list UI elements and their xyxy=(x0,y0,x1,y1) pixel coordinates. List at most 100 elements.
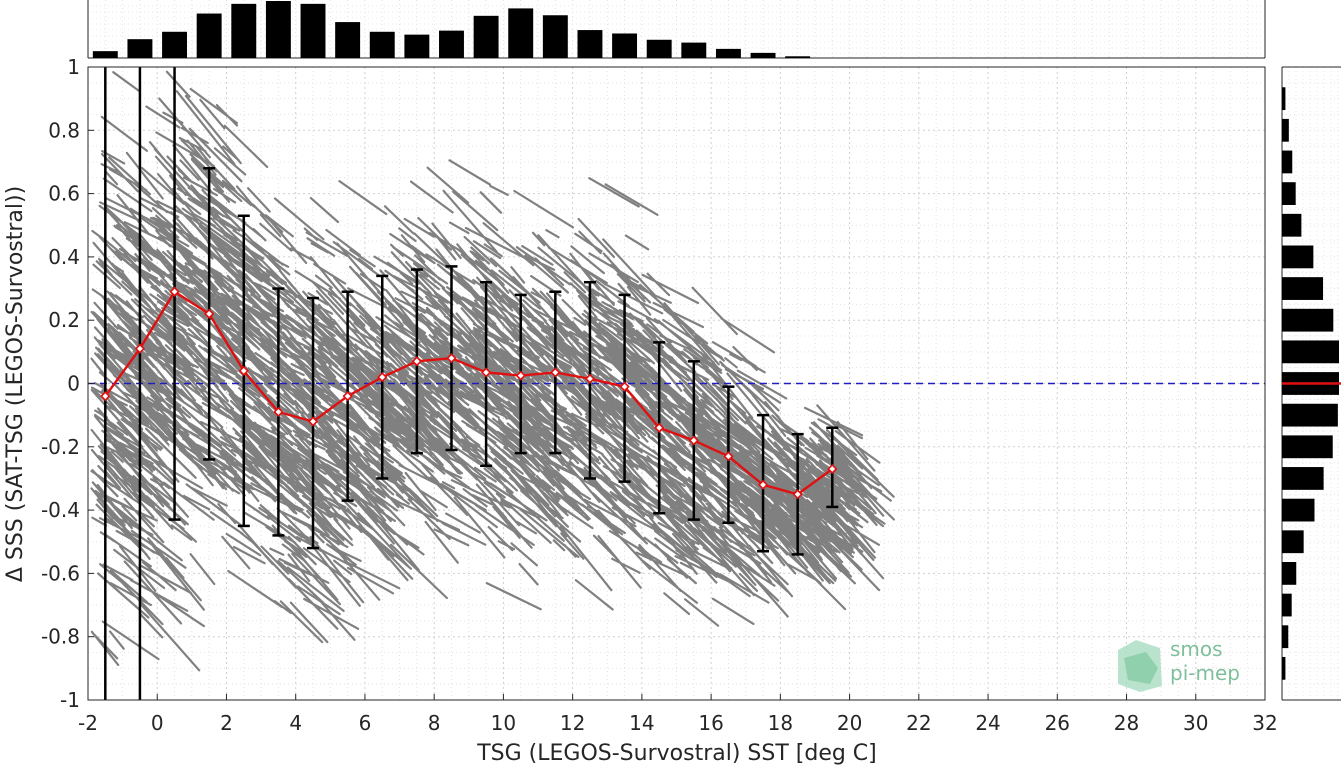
top-hist-bar xyxy=(127,39,153,58)
y-axis-ticks: 1 0.8 0.6 0.4 0.2 0 -0.2 -0.4 -0.6 -0.8 -1 xyxy=(41,55,94,712)
top-hist-bar xyxy=(369,31,395,58)
x-tick-label: 26 xyxy=(1045,711,1070,735)
median-point xyxy=(792,489,803,500)
y-tick-label: 0 xyxy=(67,372,80,396)
y-tick-label: 0.2 xyxy=(48,308,80,332)
top-hist-bar xyxy=(404,34,430,58)
median-point xyxy=(515,370,526,381)
x-tick-label: 6 xyxy=(359,711,372,735)
median-point xyxy=(619,381,630,392)
right-hist-bar xyxy=(1282,118,1289,142)
median-point xyxy=(411,356,422,367)
median-point xyxy=(654,422,665,433)
median-point xyxy=(688,435,699,446)
median-point xyxy=(446,353,457,364)
x-tick-label: 24 xyxy=(975,711,1000,735)
median-point xyxy=(757,479,769,490)
median-point xyxy=(100,391,111,402)
right-hist-bar xyxy=(1282,435,1333,459)
x-tick-label: 16 xyxy=(698,711,723,735)
x-tick-label: 22 xyxy=(906,711,931,735)
logo-text-pimep: pi-mep xyxy=(1170,661,1240,685)
y-tick-label: 0.6 xyxy=(48,182,80,206)
median-point xyxy=(134,343,146,354)
median-point xyxy=(827,463,838,475)
right-hist-bar xyxy=(1282,245,1314,269)
median-point xyxy=(480,367,492,378)
top-hist-bar xyxy=(681,42,707,58)
right-hist-bar xyxy=(1282,87,1286,111)
right-hist-bar xyxy=(1282,467,1324,490)
top-hist-bar xyxy=(92,51,118,58)
scatter-streaks xyxy=(90,70,895,672)
y-axis-title: Δ SSS (SAT-TSG (LEGOS-Survostral)) xyxy=(3,186,28,582)
top-hist-bar xyxy=(750,52,776,58)
x-axis-title: TSG (LEGOS-Survostral) SST [deg C] xyxy=(476,741,877,766)
x-tick-label: 32 xyxy=(1252,711,1277,735)
right-hist-bar xyxy=(1282,593,1292,617)
top-hist-bar xyxy=(473,15,499,58)
logo-shape-inner xyxy=(1124,652,1158,684)
right-hist-bar xyxy=(1282,530,1304,554)
median-point xyxy=(342,391,353,402)
top-hist-bar xyxy=(196,13,222,58)
x-tick-label: 20 xyxy=(837,711,862,735)
right-hist-bar xyxy=(1282,308,1334,332)
y-tick-label: -0.2 xyxy=(41,435,80,459)
median-point xyxy=(238,365,249,376)
y-tick-label: 0.8 xyxy=(48,118,80,142)
top-hist-bar xyxy=(265,1,291,58)
y-tick-label: -0.4 xyxy=(41,498,80,522)
top-hist-bar xyxy=(508,8,534,58)
top-hist-bar xyxy=(300,3,326,59)
median-point xyxy=(307,416,319,427)
x-tick-label: 8 xyxy=(428,711,441,735)
right-hist-bar xyxy=(1282,277,1324,300)
right-histogram xyxy=(1282,87,1341,680)
smos-pimep-logo: smos pi-mep xyxy=(1118,637,1240,692)
median-points xyxy=(100,286,838,500)
x-tick-label: 14 xyxy=(629,711,654,735)
y-tick-label: 1 xyxy=(67,55,80,79)
right-hist-bar xyxy=(1282,213,1302,237)
logo-text-smos: smos xyxy=(1170,637,1223,661)
right-hist-bar xyxy=(1282,403,1338,427)
y-tick-label: -0.6 xyxy=(41,561,80,585)
x-tick-label: 10 xyxy=(491,711,516,735)
right-hist-bar xyxy=(1282,182,1296,205)
right-hist-bar xyxy=(1282,340,1339,364)
right-hist-bar xyxy=(1282,498,1315,522)
top-hist-bar xyxy=(439,30,464,58)
y-tick-label: 0.4 xyxy=(48,245,80,269)
median-point xyxy=(550,367,561,378)
top-hist-bar xyxy=(542,15,568,58)
top-hist-bar xyxy=(162,31,188,58)
x-tick-label: 28 xyxy=(1114,711,1139,735)
top-hist-bar xyxy=(231,3,257,59)
top-hist-bar xyxy=(577,30,603,58)
x-axis-ticks: -2 0 2 4 6 8 10 12 14 16 18 20 22 24 26 28 30 32 xyxy=(78,694,1278,735)
top-histogram xyxy=(92,1,811,59)
x-tick-label: 0 xyxy=(151,711,164,735)
median-point xyxy=(723,451,734,462)
x-tick-label: 4 xyxy=(289,711,302,735)
top-hist-bar xyxy=(715,48,741,58)
median-point xyxy=(377,372,388,383)
x-tick-label: 2 xyxy=(220,711,233,735)
median-point xyxy=(169,286,180,297)
right-hist-bar xyxy=(1282,150,1293,174)
right-hist-bar xyxy=(1282,625,1289,649)
right-hist-bar xyxy=(1282,656,1286,680)
x-tick-label: -2 xyxy=(78,711,98,735)
scatter-cloud xyxy=(90,70,895,672)
top-hist-bar xyxy=(646,39,672,58)
median-point xyxy=(204,308,215,320)
top-hist-bar xyxy=(785,56,811,58)
median-point xyxy=(584,373,596,384)
y-tick-label: -0.8 xyxy=(41,625,80,649)
x-tick-label: 30 xyxy=(1183,711,1208,735)
median-line xyxy=(104,290,833,496)
right-hist-bar xyxy=(1282,562,1297,585)
y-tick-label: -1 xyxy=(60,688,80,712)
